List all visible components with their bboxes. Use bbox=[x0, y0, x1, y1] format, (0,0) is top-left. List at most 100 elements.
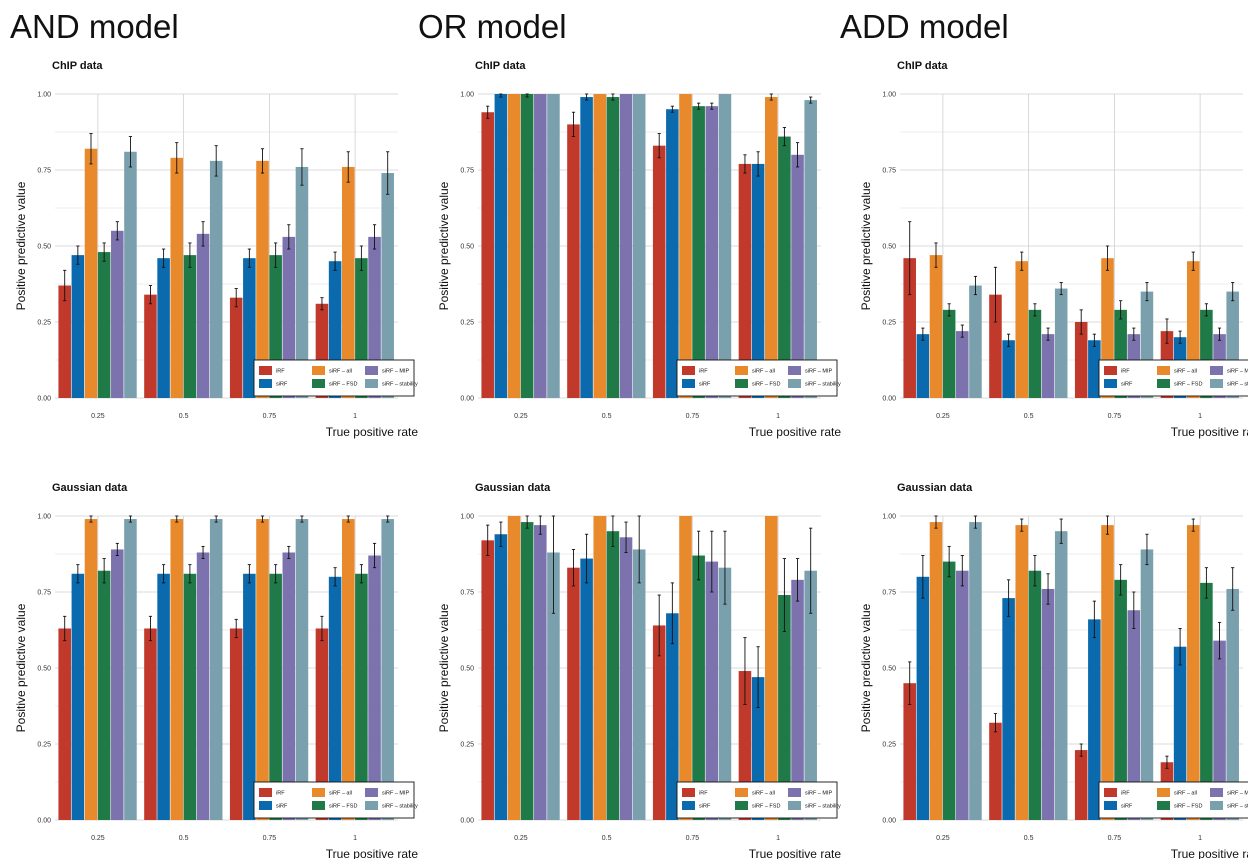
x-tick-label: 0.25 bbox=[91, 413, 105, 420]
bar bbox=[295, 519, 309, 820]
bar bbox=[666, 109, 679, 398]
panel-title: ChIP data bbox=[475, 60, 526, 72]
bar bbox=[157, 573, 170, 820]
y-tick-label: 0.25 bbox=[37, 742, 51, 749]
bar bbox=[619, 537, 633, 820]
y-tick-label: 0.00 bbox=[460, 396, 474, 403]
legend-swatch bbox=[312, 801, 325, 810]
bar bbox=[929, 522, 943, 820]
bar bbox=[341, 519, 355, 820]
legend-swatch bbox=[788, 801, 801, 810]
bar bbox=[1074, 322, 1088, 398]
x-tick-label: 1 bbox=[353, 835, 357, 842]
x-axis-label: True positive rate bbox=[326, 847, 419, 859]
y-tick-label: 0.50 bbox=[37, 666, 51, 673]
x-tick-label: 0.5 bbox=[1024, 835, 1034, 842]
y-tick-label: 0.50 bbox=[882, 244, 896, 251]
bar bbox=[209, 519, 223, 820]
x-tick-label: 0.75 bbox=[686, 835, 700, 842]
legend-swatch bbox=[259, 366, 272, 375]
x-tick-label: 1 bbox=[1198, 413, 1202, 420]
bar bbox=[183, 255, 197, 398]
x-tick-label: 0.5 bbox=[179, 835, 189, 842]
y-tick-label: 1.00 bbox=[882, 92, 896, 99]
bar bbox=[969, 285, 982, 398]
legend-swatch bbox=[259, 801, 272, 810]
y-tick-label: 0.00 bbox=[882, 818, 896, 825]
legend-box bbox=[253, 781, 415, 819]
bar bbox=[84, 519, 98, 820]
legend-swatch bbox=[1210, 788, 1223, 797]
legend-label: siRF – MIP bbox=[805, 369, 833, 375]
panel-title: Gaussian data bbox=[897, 482, 973, 494]
legend-box bbox=[676, 781, 838, 819]
bar bbox=[764, 97, 778, 398]
panel-title: Gaussian data bbox=[52, 482, 128, 494]
legend-swatch bbox=[1104, 366, 1117, 375]
bar bbox=[256, 519, 269, 820]
x-axis-label: True positive rate bbox=[749, 847, 842, 859]
bar bbox=[124, 519, 137, 820]
legend-swatch bbox=[312, 788, 325, 797]
legend-swatch bbox=[1157, 366, 1170, 375]
legend-swatch bbox=[682, 788, 695, 797]
bar bbox=[916, 334, 930, 398]
legend-swatch bbox=[259, 788, 272, 797]
bar bbox=[355, 573, 368, 820]
legend-label: siRF – FSD bbox=[752, 382, 780, 388]
bar bbox=[71, 255, 85, 398]
bar bbox=[956, 331, 969, 398]
x-tick-label: 0.25 bbox=[514, 835, 528, 842]
bar bbox=[1088, 340, 1101, 398]
y-tick-label: 0.25 bbox=[37, 320, 51, 327]
bar bbox=[705, 106, 719, 398]
x-tick-label: 1 bbox=[776, 413, 780, 420]
panel-title: ChIP data bbox=[52, 60, 103, 72]
bar bbox=[632, 94, 646, 398]
bar bbox=[534, 94, 547, 398]
bar bbox=[144, 294, 157, 398]
bar bbox=[1002, 340, 1015, 398]
bar bbox=[183, 573, 197, 820]
legend-swatch bbox=[735, 379, 748, 388]
bar bbox=[534, 525, 547, 820]
bar bbox=[1114, 579, 1127, 820]
x-tick-label: 0.25 bbox=[514, 413, 528, 420]
legend-label: siRF – FSD bbox=[329, 804, 357, 810]
bar bbox=[593, 94, 607, 398]
bar bbox=[679, 516, 692, 820]
bar bbox=[989, 722, 1002, 820]
bar bbox=[1173, 646, 1187, 820]
legend-box bbox=[676, 359, 838, 397]
chart-panel: ChIP data 0.00 0.25 0.50 0.75 1.00 Positive pr… bbox=[437, 60, 841, 439]
bar bbox=[295, 166, 309, 398]
legend-swatch bbox=[365, 788, 378, 797]
legend-label: iRF bbox=[276, 369, 285, 375]
bar bbox=[84, 148, 98, 398]
bar bbox=[942, 561, 956, 820]
bar bbox=[328, 576, 342, 820]
bar bbox=[170, 157, 184, 398]
y-tick-label: 0.75 bbox=[37, 590, 51, 597]
legend-swatch bbox=[788, 366, 801, 375]
bar bbox=[1127, 610, 1141, 820]
bar bbox=[282, 236, 296, 398]
y-tick-label: 0.75 bbox=[460, 168, 474, 175]
bar bbox=[520, 94, 534, 398]
x-tick-label: 1 bbox=[1198, 835, 1202, 842]
legend-label: siRF – all bbox=[1174, 791, 1197, 797]
bar bbox=[97, 570, 111, 820]
legend-label: siRF bbox=[699, 804, 711, 810]
bar bbox=[282, 552, 296, 820]
bar bbox=[269, 573, 282, 820]
y-tick-label: 0.75 bbox=[882, 168, 896, 175]
legend-label: siRF – all bbox=[752, 369, 775, 375]
legend-label: siRF – stability bbox=[1227, 804, 1248, 810]
bar bbox=[593, 516, 607, 820]
y-axis-label: Positive predictive value bbox=[859, 603, 873, 732]
bar bbox=[1101, 525, 1114, 820]
bar bbox=[520, 522, 534, 820]
chart-panel: Gaussian data 0.00 0.25 0.50 0.75 1.00 Positiv… bbox=[859, 482, 1248, 859]
bar bbox=[804, 570, 817, 820]
